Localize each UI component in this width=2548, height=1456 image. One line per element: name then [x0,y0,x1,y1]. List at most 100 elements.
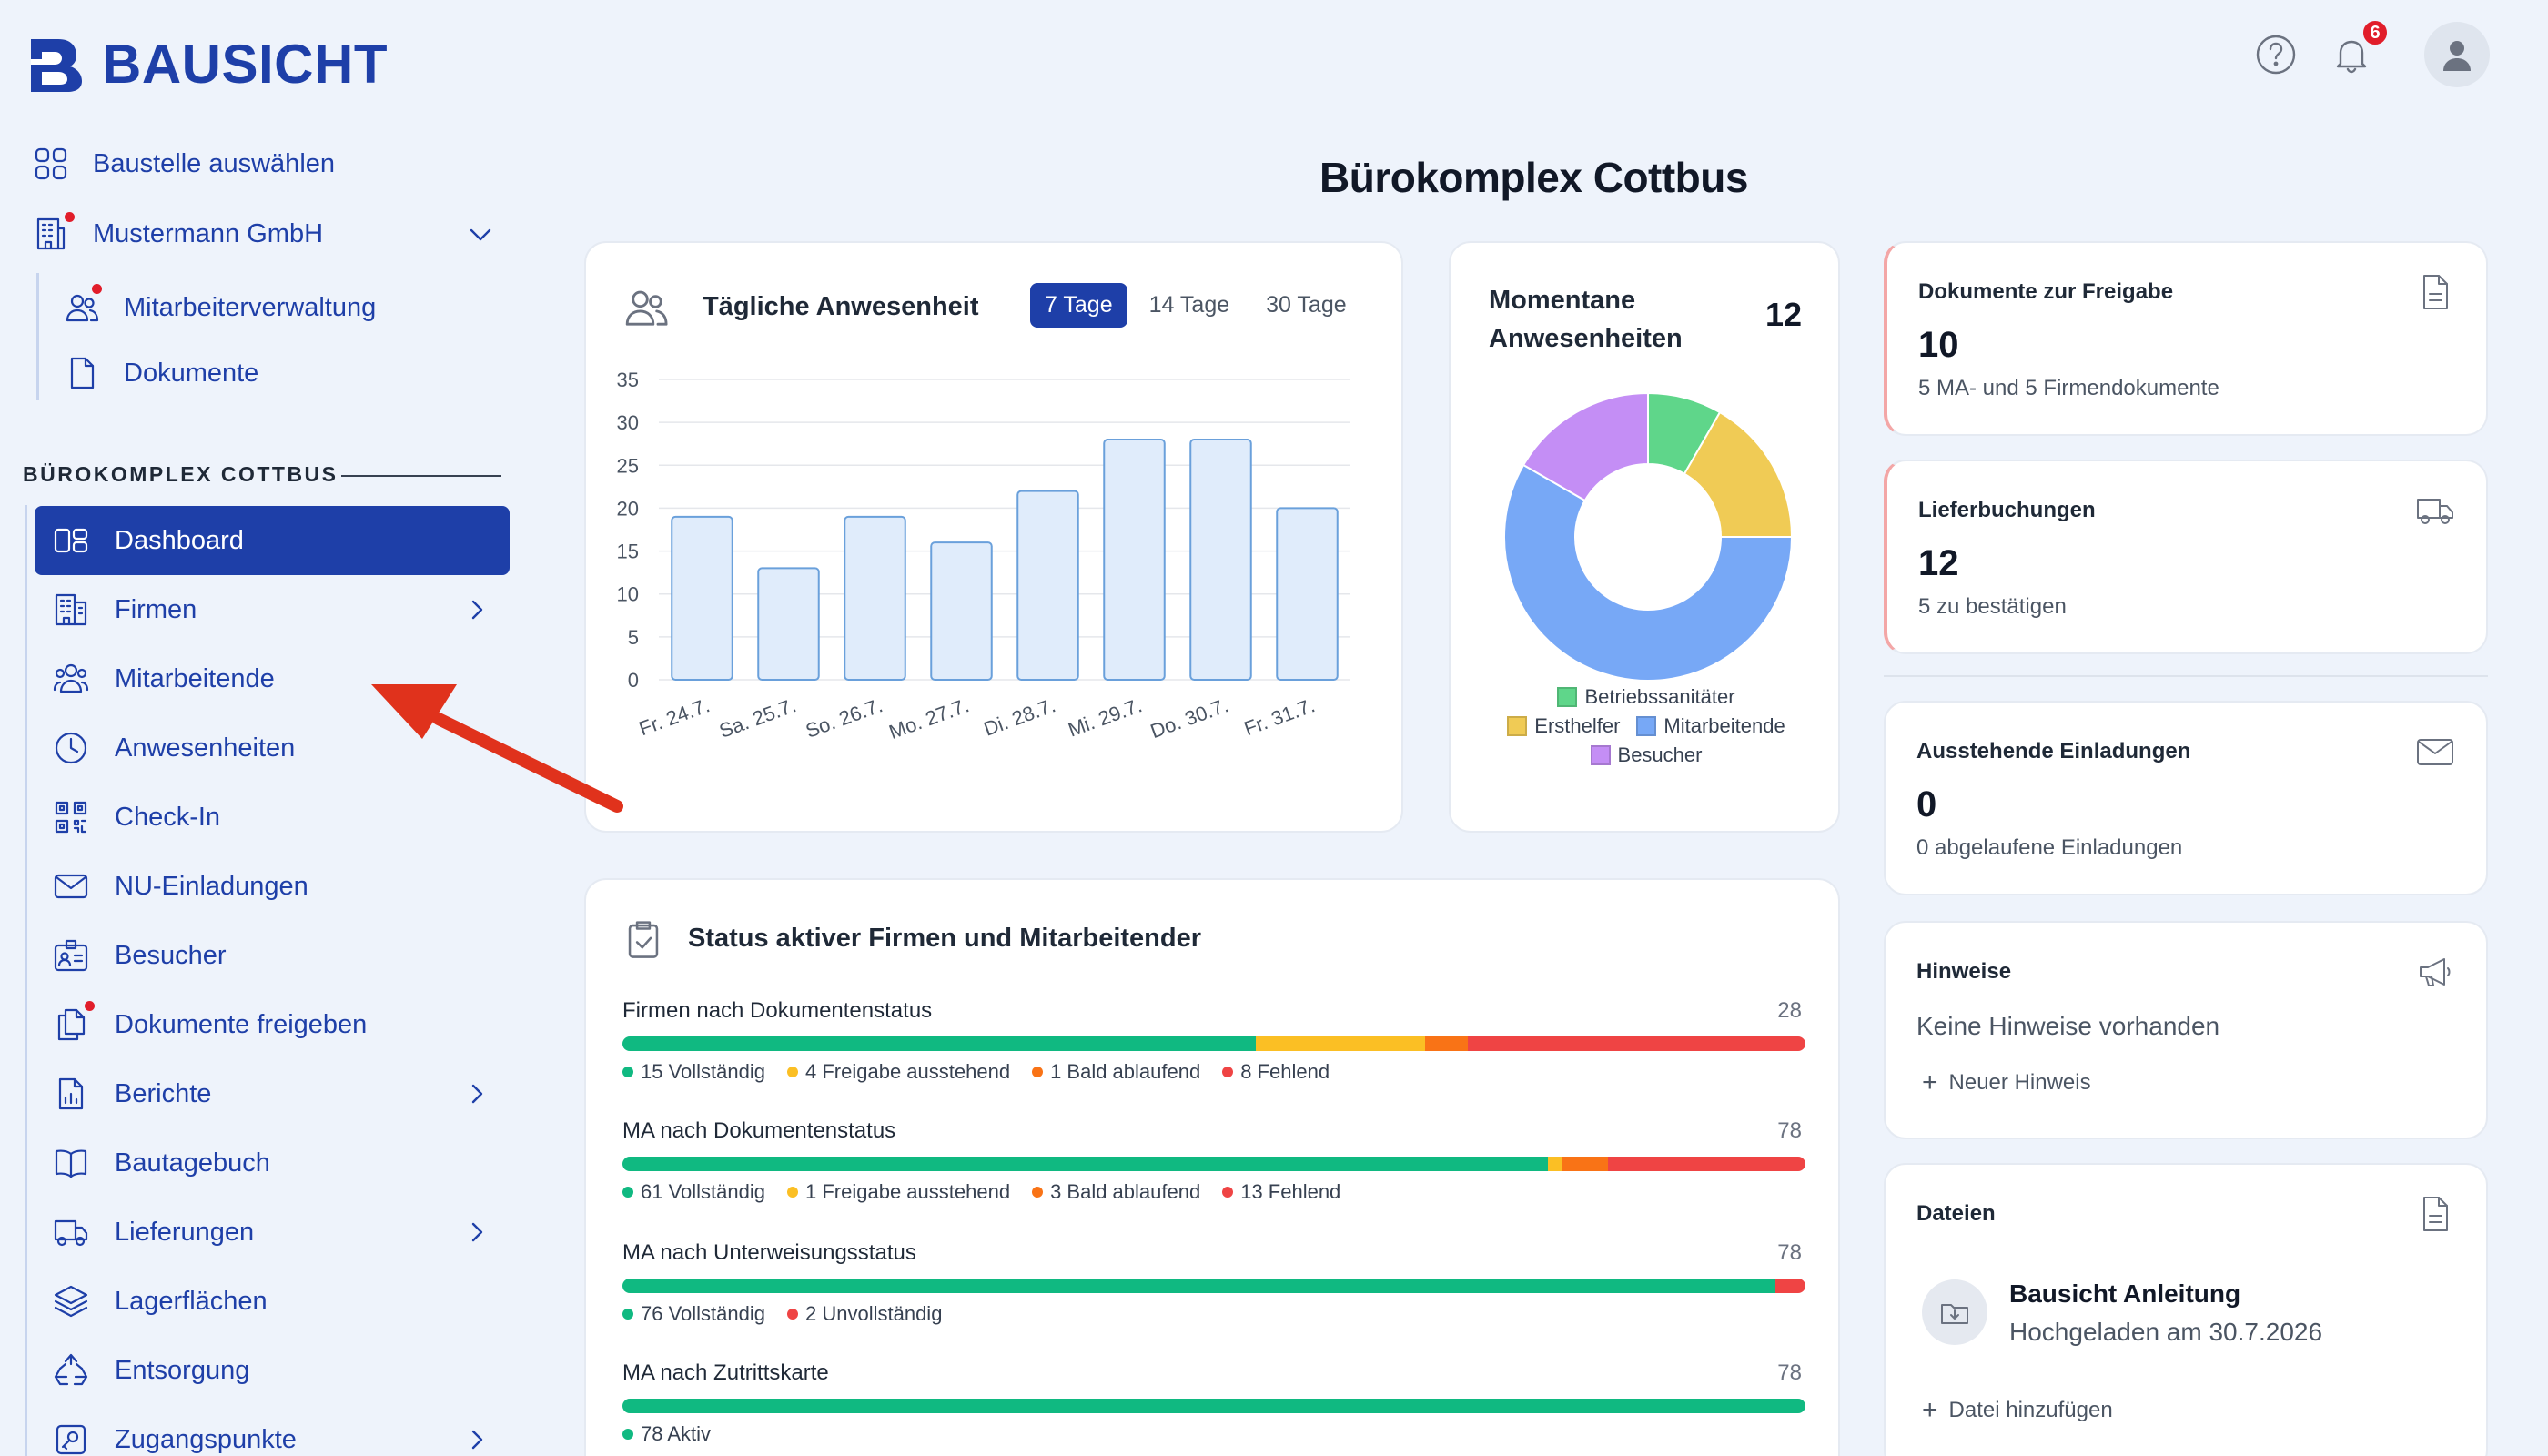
help-icon[interactable] [2254,33,2298,76]
sidebar-item-lieferungen[interactable]: Lieferungen [35,1198,510,1267]
status-bar-segment [1425,1036,1468,1051]
add-file-button[interactable]: + Datei hinzufügen [1922,1395,2113,1425]
legend-label: Betriebssanitäter [1584,685,1735,708]
brand-name: BAUSICHT [102,34,388,95]
sidebar-item-anwesenheiten[interactable]: Anwesenheiten [35,713,510,783]
status-dot [622,1067,633,1077]
bell-icon[interactable] [2330,33,2373,76]
status-legend-label: 3 Bald ablaufend [1050,1180,1201,1203]
section-divider [341,475,501,477]
user-icon [2443,41,2471,71]
sidebar-item-entsorgung[interactable]: Entsorgung [35,1336,510,1405]
sidebar-item-bautagebuch[interactable]: Bautagebuch [35,1128,510,1198]
status-row-total: 28 [1777,998,1802,1023]
stat-label: Lieferbuchungen [1918,498,2096,522]
sidebar-item-label: Mitarbeiterverwaltung [124,292,377,322]
status-legend-label: 2 Unvollständig [805,1302,943,1325]
clipboard-check-icon [622,918,664,960]
sidebar-item-company-documents[interactable]: Dokumente [64,355,258,391]
files-label: Dateien [1916,1201,1996,1226]
status-legend-item: 78 Aktiv [622,1422,711,1446]
legend-item-betriebssanitaeter[interactable]: Betriebssanitäter [1469,685,1824,709]
plus-icon: + [1922,1067,1938,1097]
sidebar-item-firmen[interactable]: Firmen [35,575,510,644]
docs-approval-card[interactable]: Dokumente zur Freigabe 10 5 MA- und 5 Fi… [1884,241,2488,436]
add-note-label: Neuer Hinweis [1948,1070,2091,1095]
status-legend-label: 4 Freigabe ausstehend [805,1060,1011,1083]
x-tick-label: Mi. 29.7. [1065,693,1145,741]
sidebar-item-employee-management[interactable]: Mitarbeiterverwaltung [64,282,377,326]
sidebar-item-berichte[interactable]: Berichte [35,1059,510,1128]
status-row-total: 78 [1777,1118,1802,1143]
deliveries-card[interactable]: Lieferbuchungen 12 5 zu bestätigen [1884,460,2488,654]
company-selector[interactable]: Mustermann GmbH [33,210,323,252]
site-section-label: BÜROKOMPLEX COTTBUS [23,462,339,486]
employee-alert-dot [90,282,104,296]
file-meta: Hochgeladen am 30.7.2026 [2009,1318,2323,1346]
status-bar-segment [1774,1279,1805,1293]
company-building-icon [33,210,76,252]
document-icon [2415,1194,2455,1234]
status-legend-item: 1 Bald ablaufend [1032,1060,1200,1084]
stat-label: Dokumente zur Freigabe [1918,279,2174,304]
x-tick-label: Fr. 31.7. [1241,693,1318,740]
sidebar-item-dokumente-freigeben[interactable]: Dokumente freigeben [35,990,510,1059]
current-attendance-count: 12 [1764,296,1802,333]
legend-item-besucher[interactable]: Besucher [1469,743,1824,767]
sidebar-item-zugangspunkte[interactable]: Zugangspunkte [35,1405,510,1456]
status-dot [787,1309,798,1320]
pending-invites-card[interactable]: Ausstehende Einladungen 0 0 abgelaufene … [1884,701,2488,895]
notes-label: Hinweise [1916,959,2012,984]
sidebar-item-check-in[interactable]: Check-In [35,783,510,852]
status-legend-label: 1 Bald ablaufend [1050,1060,1201,1083]
status-bar-segment [1562,1157,1609,1171]
nav-guide-line [25,505,27,1456]
legend-item-ersthelfer[interactable]: Ersthelfer [1507,714,1620,738]
status-row-total: 78 [1777,1360,1802,1385]
sidebar-item-label: Zugangspunkte [115,1424,297,1454]
select-site-button[interactable]: Baustelle auswählen [33,146,335,182]
status-bar-segment [1608,1157,1805,1171]
bar [930,541,993,681]
chevron-right-icon [460,1077,493,1110]
brand-logo[interactable]: BAUSICHT [27,33,388,96]
plus-icon: + [1922,1395,1938,1425]
status-dot [787,1067,798,1077]
x-tick-label: Do. 30.7. [1148,693,1231,743]
layers-icon [53,1283,89,1320]
status-stacked-bar [622,1399,1805,1413]
add-note-button[interactable]: + Neuer Hinweis [1922,1067,2091,1097]
book-icon [53,1145,89,1181]
status-legend-label: 61 Vollständig [641,1180,765,1203]
chevron-down-icon[interactable] [464,218,497,251]
file-name[interactable]: Bausicht Anleitung [2009,1279,2241,1308]
tab-14-days[interactable]: 14 Tage [1148,292,1230,318]
status-row-title: MA nach Unterweisungsstatus [622,1240,916,1265]
status-row-title: MA nach Dokumentenstatus [622,1118,896,1143]
tab-7-days[interactable]: 7 Tage [1030,283,1127,328]
status-stacked-bar [622,1279,1805,1293]
tab-30-days[interactable]: 30 Tage [1266,292,1347,318]
column-divider [1884,675,2488,677]
sidebar-item-dashboard[interactable]: Dashboard [35,506,510,575]
user-avatar[interactable] [2424,22,2490,87]
sidebar-item-label: Firmen [115,594,197,624]
mail-icon [53,868,89,905]
sidebar-item-besucher[interactable]: Besucher [35,921,510,990]
sidebar-item-mitarbeitende[interactable]: Mitarbeitende [35,644,510,713]
sidebar-item-label: Dokumente [124,358,259,388]
users-icon [53,661,89,697]
sidebar-item-lagerflaechen[interactable]: Lagerflächen [35,1267,510,1336]
legend-item-mitarbeitende[interactable]: Mitarbeitende [1636,714,1785,738]
status-dot [1032,1067,1044,1077]
stat-label: Ausstehende Einladungen [1916,739,2191,763]
status-dot [1222,1187,1234,1198]
status-bar-segment [1467,1036,1805,1051]
status-legend-item: 13 Fehlend [1222,1180,1340,1204]
sidebar-item-nu-einladungen[interactable]: NU-Einladungen [35,852,510,921]
file-download-icon[interactable] [1922,1279,1987,1345]
status-bar-legend: 61 Vollständig 1 Freigabe ausstehend 3 Bal… [622,1180,1340,1204]
bar [1103,439,1166,681]
status-legend-label: 13 Fehlend [1240,1180,1341,1203]
select-site-label: Baustelle auswählen [93,148,336,178]
